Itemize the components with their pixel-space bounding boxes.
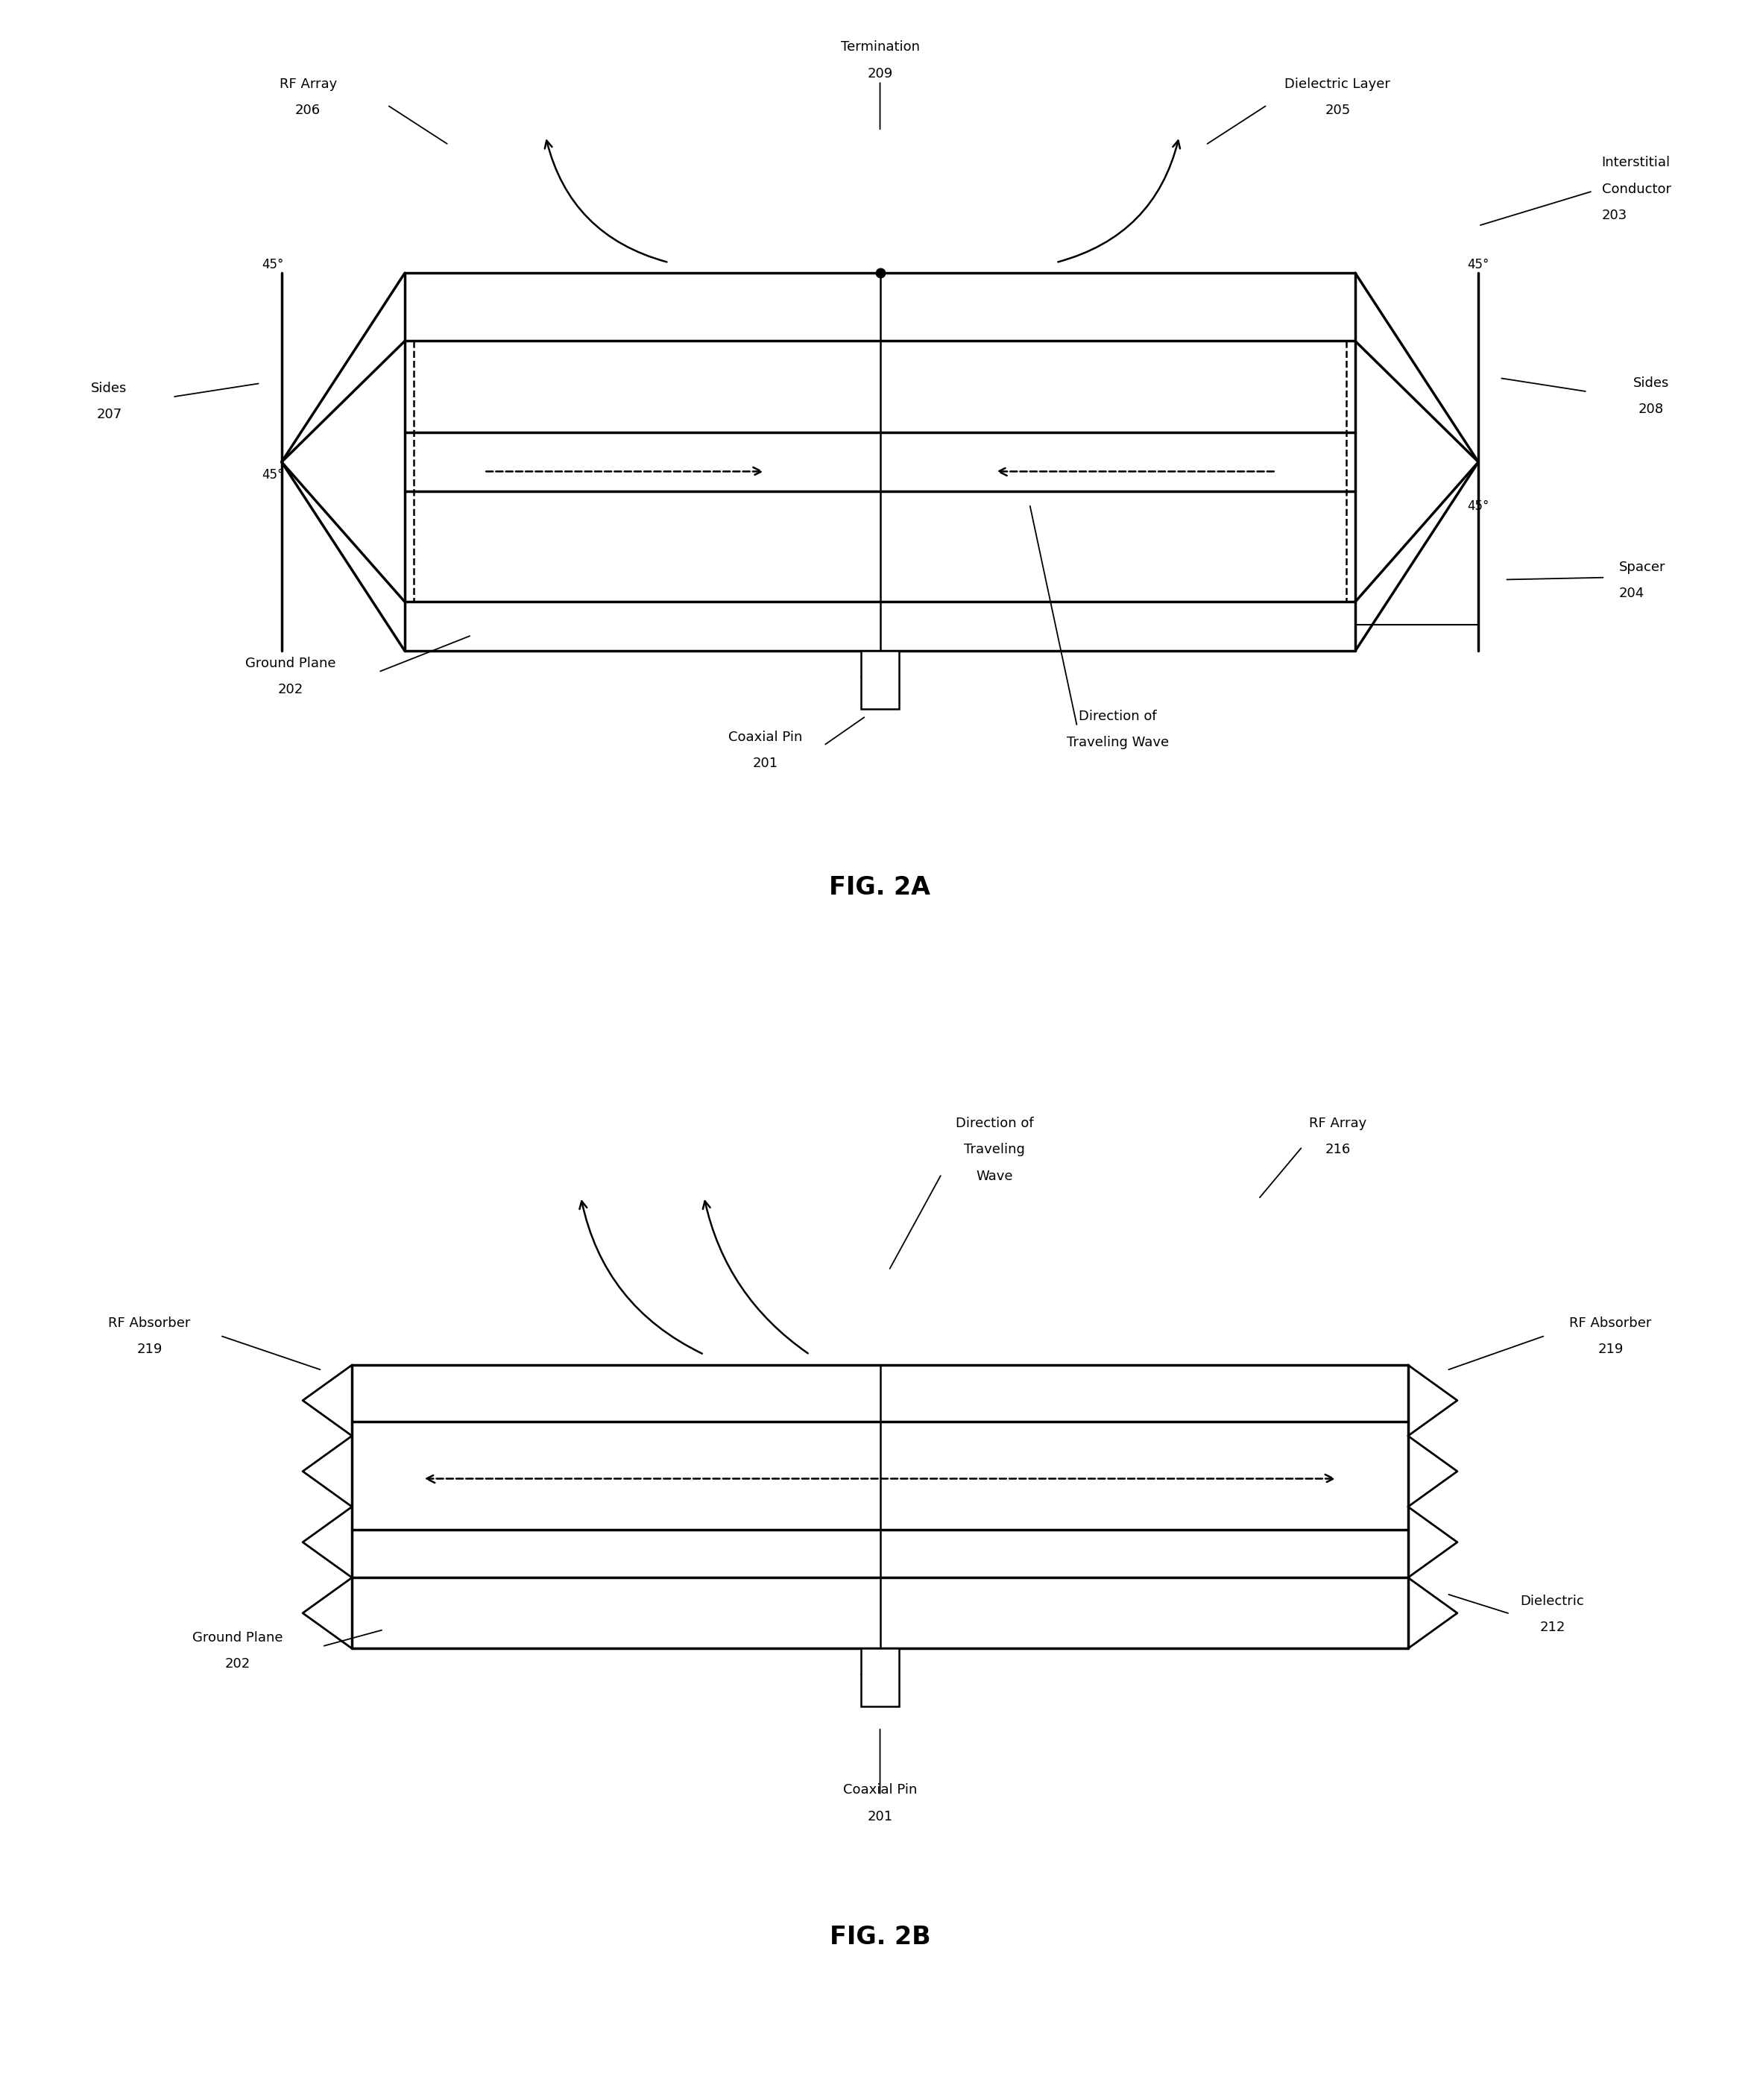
Text: Wave: Wave — [977, 1170, 1012, 1182]
Text: Direction of: Direction of — [956, 1117, 1033, 1130]
Text: 206: 206 — [296, 103, 320, 118]
Text: 219: 219 — [137, 1342, 162, 1357]
Text: 201: 201 — [753, 756, 778, 771]
Text: Dielectric: Dielectric — [1521, 1594, 1584, 1609]
Text: 45°: 45° — [262, 258, 283, 271]
Text: 202: 202 — [225, 1657, 250, 1672]
Text: 45°: 45° — [1468, 258, 1489, 271]
Bar — [861, 1648, 899, 1705]
Text: Ground Plane: Ground Plane — [245, 657, 336, 670]
Text: 45°: 45° — [1468, 500, 1489, 512]
Text: Conductor: Conductor — [1602, 183, 1670, 195]
Text: Coaxial Pin: Coaxial Pin — [843, 1783, 917, 1798]
Text: Spacer: Spacer — [1619, 561, 1665, 573]
Text: Direction of: Direction of — [1079, 710, 1156, 722]
Text: Ground Plane: Ground Plane — [192, 1632, 283, 1644]
Text: 212: 212 — [1540, 1621, 1565, 1634]
Text: FIG. 2A: FIG. 2A — [829, 876, 931, 899]
Text: RF Array: RF Array — [280, 78, 336, 90]
Text: Sides: Sides — [92, 382, 127, 395]
Text: Sides: Sides — [1633, 376, 1668, 391]
Text: RF Absorber: RF Absorber — [1570, 1317, 1651, 1329]
Text: RF Absorber: RF Absorber — [109, 1317, 190, 1329]
Bar — [861, 651, 899, 710]
Text: Traveling Wave: Traveling Wave — [1067, 735, 1169, 750]
Text: Termination: Termination — [841, 40, 919, 55]
Text: 202: 202 — [278, 682, 303, 697]
Text: 203: 203 — [1602, 208, 1628, 223]
Text: 201: 201 — [868, 1810, 892, 1823]
Text: Dielectric Layer: Dielectric Layer — [1285, 78, 1390, 90]
Text: FIG. 2B: FIG. 2B — [829, 1926, 931, 1949]
Text: RF Array: RF Array — [1309, 1117, 1366, 1130]
Text: 205: 205 — [1325, 103, 1350, 118]
Text: 219: 219 — [1598, 1342, 1623, 1357]
Text: 209: 209 — [868, 67, 892, 80]
Text: 204: 204 — [1619, 586, 1646, 601]
Text: 207: 207 — [97, 407, 121, 422]
Text: 208: 208 — [1639, 403, 1663, 416]
Text: Coaxial Pin: Coaxial Pin — [729, 731, 803, 743]
Text: 45°: 45° — [262, 468, 283, 481]
Text: 216: 216 — [1325, 1142, 1350, 1157]
Text: Interstitial: Interstitial — [1602, 155, 1670, 170]
Text: Traveling: Traveling — [964, 1142, 1024, 1157]
